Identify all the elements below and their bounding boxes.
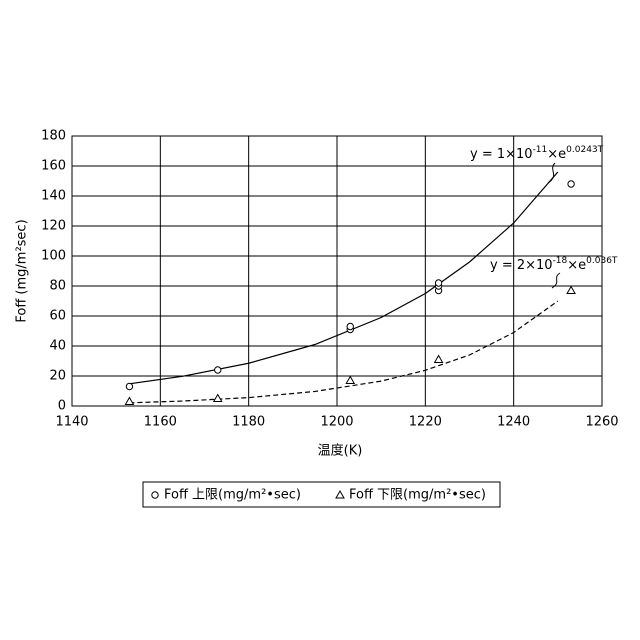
- x-tick-label: 1140: [55, 415, 88, 430]
- y-tick-label: 20: [49, 369, 66, 384]
- y-tick-label: 180: [41, 129, 66, 144]
- x-tick-label: 1160: [144, 415, 177, 430]
- x-tick-label: 1220: [409, 415, 442, 430]
- background: [0, 0, 640, 640]
- legend-label: Foff 下限(mg/m²•sec): [349, 488, 486, 503]
- legend-marker: [152, 492, 158, 498]
- x-axis-label: 温度(K): [318, 443, 363, 459]
- x-tick-label: 1240: [497, 415, 530, 430]
- data-point: [215, 367, 221, 373]
- equation-part: y = 1×10: [470, 147, 533, 162]
- y-tick-label: 40: [49, 339, 66, 354]
- legend-label: Foff 上限(mg/m²•sec): [164, 488, 301, 503]
- x-tick-label: 1260: [585, 415, 618, 430]
- equation-part: ×e: [567, 258, 586, 273]
- data-point: [126, 383, 132, 389]
- x-tick-label: 1180: [232, 415, 265, 430]
- chart: 温度(K) Foff (mg/m²sec) 0 20 40 60 80 100 120 140…: [0, 0, 640, 640]
- data-point: [435, 280, 441, 286]
- equation-part: y = 2×10: [490, 258, 553, 273]
- y-axis-label: Foff (mg/m²sec): [15, 219, 30, 322]
- y-tick-label: 60: [49, 309, 66, 324]
- y-tick-label: 140: [41, 189, 66, 204]
- equation-part: ×e: [547, 147, 566, 162]
- y-tick-label: 100: [41, 249, 66, 264]
- x-tick-label: 1200: [320, 415, 353, 430]
- equation-part: -11: [533, 145, 548, 155]
- equation-part: -18: [553, 256, 568, 266]
- data-point: [568, 181, 574, 187]
- y-tick-label: 0: [58, 399, 66, 414]
- data-point: [347, 323, 353, 329]
- y-tick-label: 80: [49, 279, 66, 294]
- y-tick-label: 160: [41, 159, 66, 174]
- y-tick-label: 120: [41, 219, 66, 234]
- equation-part: 0.0243T: [566, 145, 603, 155]
